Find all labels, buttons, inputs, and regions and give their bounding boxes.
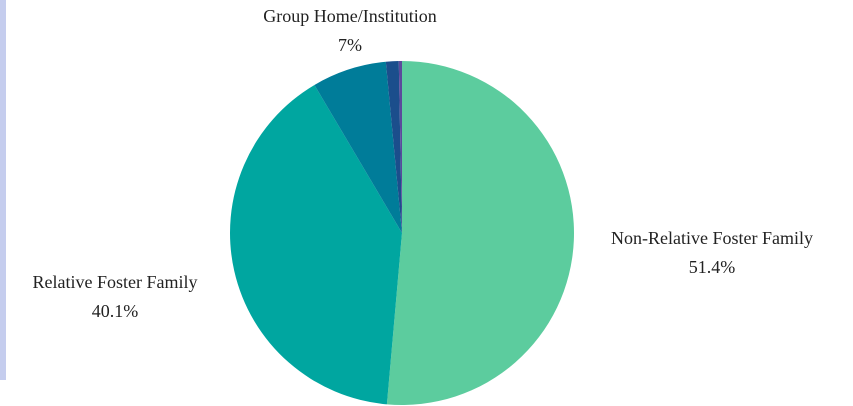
slice-value-label: 7% — [338, 35, 362, 55]
pie-slice — [386, 61, 574, 405]
slice-label: Group Home/Institution — [263, 6, 437, 26]
side-bar — [0, 0, 6, 380]
pie-slice — [229, 84, 402, 405]
pie-slice — [398, 61, 402, 233]
pie-slice — [314, 61, 402, 234]
slice-label: Relative Foster Family — [33, 272, 198, 292]
slice-value-label: 51.4% — [689, 257, 736, 277]
slice-label: Non-Relative Foster Family — [611, 228, 813, 248]
pie-slice — [385, 61, 402, 234]
slice-value-label: 40.1% — [92, 301, 139, 321]
